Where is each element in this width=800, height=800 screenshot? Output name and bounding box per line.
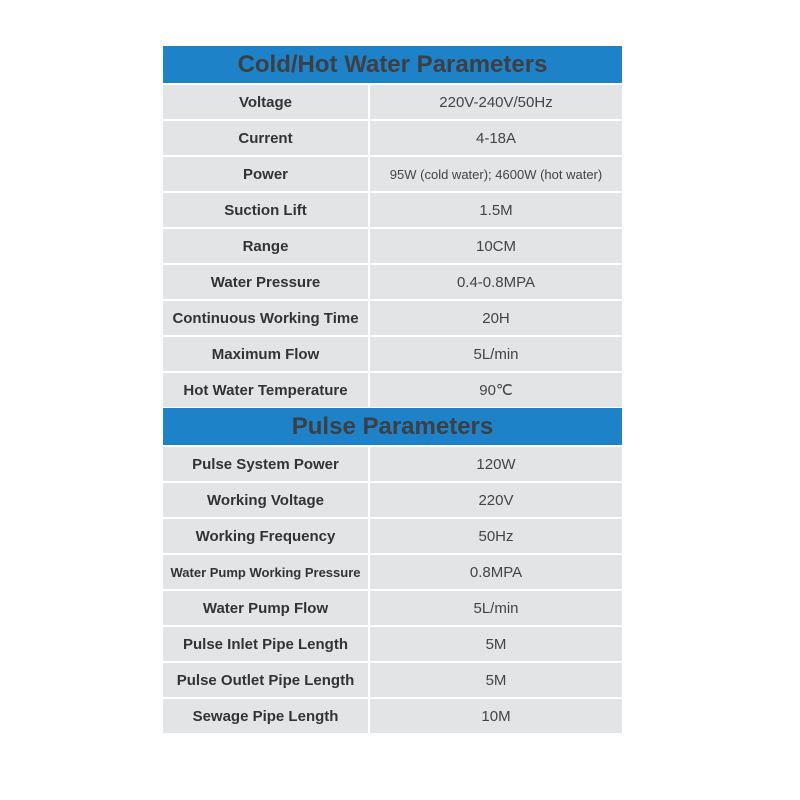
param-label: Hot Water Temperature (163, 373, 368, 407)
param-value: 10CM (370, 229, 622, 263)
table-row: Water Pump Flow 5L/min (163, 591, 622, 625)
param-value: 95W (cold water); 4600W (hot water) (370, 157, 622, 191)
param-label: Continuous Working Time (163, 301, 368, 335)
table-row: Range 10CM (163, 229, 622, 263)
param-label: Working Frequency (163, 519, 368, 553)
param-label: Current (163, 121, 368, 155)
param-value: 5M (370, 627, 622, 661)
param-value: 50Hz (370, 519, 622, 553)
table-row: Pulse Outlet Pipe Length 5M (163, 663, 622, 697)
param-value: 90℃ (370, 373, 622, 407)
param-label: Pulse Inlet Pipe Length (163, 627, 368, 661)
section-header: Pulse Parameters (163, 408, 622, 445)
table-row: Working Frequency 50Hz (163, 519, 622, 553)
table-row: Water Pressure 0.4-0.8MPA (163, 265, 622, 299)
table-row: Pulse System Power 120W (163, 447, 622, 481)
cold-hot-water-table: Cold/Hot Water Parameters Voltage 220V-240… (163, 46, 622, 407)
param-value: 5M (370, 663, 622, 697)
table-row: Voltage 220V-240V/50Hz (163, 85, 622, 119)
table-row: Power 95W (cold water); 4600W (hot water) (163, 157, 622, 191)
param-label: Working Voltage (163, 483, 368, 517)
pulse-table: Pulse Parameters Pulse System Power 120W Wo… (163, 408, 622, 733)
param-value: 10M (370, 699, 622, 733)
param-value: 1.5M (370, 193, 622, 227)
table-row: Hot Water Temperature 90℃ (163, 373, 622, 407)
table-row: Pulse Inlet Pipe Length 5M (163, 627, 622, 661)
table-row: Water Pump Working Pressure 0.8MPA (163, 555, 622, 589)
section-header: Cold/Hot Water Parameters (163, 46, 622, 83)
param-label: Maximum Flow (163, 337, 368, 371)
param-label: Range (163, 229, 368, 263)
table-row: Maximum Flow 5L/min (163, 337, 622, 371)
param-label: Pulse Outlet Pipe Length (163, 663, 368, 697)
param-label: Water Pump Flow (163, 591, 368, 625)
param-value: 220V (370, 483, 622, 517)
param-value: 220V-240V/50Hz (370, 85, 622, 119)
param-label: Pulse System Power (163, 447, 368, 481)
param-value: 5L/min (370, 591, 622, 625)
param-label: Suction Lift (163, 193, 368, 227)
param-value: 20H (370, 301, 622, 335)
param-value: 120W (370, 447, 622, 481)
param-label: Voltage (163, 85, 368, 119)
param-label: Water Pump Working Pressure (163, 555, 368, 589)
param-value: 4-18A (370, 121, 622, 155)
table-row: Continuous Working Time 20H (163, 301, 622, 335)
param-label: Sewage Pipe Length (163, 699, 368, 733)
table-row: Sewage Pipe Length 10M (163, 699, 622, 733)
param-value: 0.4-0.8MPA (370, 265, 622, 299)
param-label: Power (163, 157, 368, 191)
param-value: 5L/min (370, 337, 622, 371)
table-row: Working Voltage 220V (163, 483, 622, 517)
table-row: Current 4-18A (163, 121, 622, 155)
param-label: Water Pressure (163, 265, 368, 299)
table-row: Suction Lift 1.5M (163, 193, 622, 227)
param-value: 0.8MPA (370, 555, 622, 589)
